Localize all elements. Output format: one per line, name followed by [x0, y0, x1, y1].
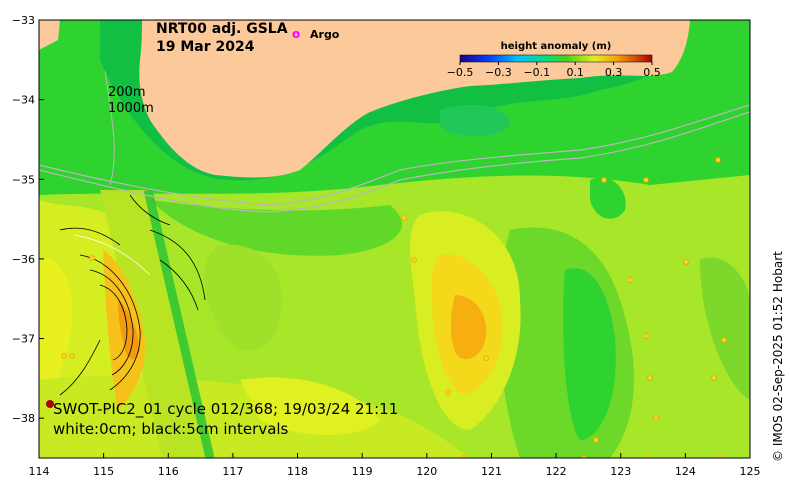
map-field	[39, 20, 750, 458]
isobath-1000m	[39, 111, 750, 213]
x-axis: 114 115 116 117 118 119 120 121 122 123 124 125	[29, 453, 761, 478]
land-fragment	[39, 20, 60, 50]
x-tick-label: 117	[222, 465, 243, 478]
y-tick-label: −34	[12, 94, 35, 107]
colorbar-tick-label: −0.3	[485, 66, 512, 79]
y-tick-label: −33	[12, 14, 35, 27]
argo-legend-label: Argo	[310, 28, 340, 41]
anomaly-region-southwest	[39, 375, 470, 458]
y-tick-label: −36	[12, 253, 35, 266]
x-tick-label: 124	[675, 465, 696, 478]
coastal-eddy	[440, 105, 510, 137]
x-tick-label: 116	[158, 465, 179, 478]
x-tick-label: 122	[546, 465, 567, 478]
argo-legend-marker: o	[292, 27, 300, 41]
swot-pass-label: SWOT-PIC2_01 cycle 012/368; 19/03/24 21:…	[53, 400, 398, 419]
colorbar-tick-label: −0.1	[523, 66, 550, 79]
colorbar-gradient	[459, 54, 653, 63]
colorbar-title: height anomaly (m)	[501, 41, 612, 52]
map-date: 19 Mar 2024	[156, 39, 255, 55]
swot-swath	[59, 188, 215, 458]
colorbar: height anomaly (m) −0.5 −0.3 −0.1 0.1 0.3 0.5	[447, 41, 661, 79]
map-title: NRT00 adj. GSLA	[156, 21, 288, 37]
negative-eddy	[590, 177, 626, 219]
isobath-west	[104, 69, 115, 186]
x-tick-label: 114	[29, 465, 50, 478]
anomaly-patch	[204, 244, 282, 350]
y-tick-label: −35	[12, 173, 35, 186]
x-tick-label: 125	[740, 465, 761, 478]
x-tick-label: 118	[287, 465, 308, 478]
colorbar-tick-label: −0.5	[447, 66, 474, 79]
anomaly-patch	[700, 257, 750, 400]
y-axis: −33 −34 −35 −36 −37 −38	[12, 14, 44, 425]
plot-frame	[38, 19, 751, 459]
depth-label-1000m: 1000m	[108, 101, 154, 116]
anomaly-patch	[150, 200, 402, 256]
warm-eddy-core	[450, 295, 487, 360]
x-tick-label: 120	[416, 465, 437, 478]
swot-contour-label: white:0cm; black:5cm intervals	[53, 420, 289, 438]
colorbar-tick-label: 0.3	[605, 66, 623, 79]
x-tick-label: 121	[481, 465, 502, 478]
argo-floats	[61, 157, 727, 458]
argo-float-red	[46, 400, 54, 408]
y-tick-label: −38	[12, 412, 35, 425]
colorbar-tick-label: 0.5	[643, 66, 661, 79]
imos-credit: © IMOS 02-Sep-2025 01:52 Hobart	[771, 251, 785, 462]
colorbar-tick-label: 0.1	[566, 66, 584, 79]
anomaly-patch	[240, 377, 380, 435]
isobath-200m	[39, 104, 750, 206]
x-tick-label: 119	[352, 465, 373, 478]
anomaly-region-west	[39, 258, 73, 410]
x-tick-label: 115	[93, 465, 114, 478]
negative-eddy	[563, 268, 616, 440]
x-tick-label: 123	[610, 465, 631, 478]
depth-label-200m: 200m	[108, 85, 145, 100]
y-tick-label: −37	[12, 333, 35, 346]
